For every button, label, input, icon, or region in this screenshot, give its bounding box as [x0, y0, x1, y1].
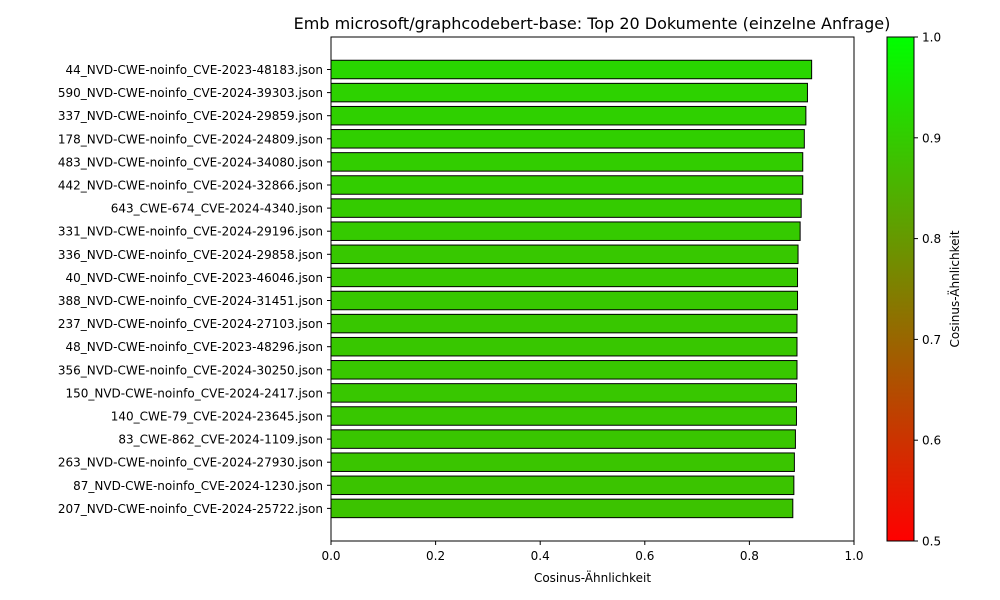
bar [330, 198, 802, 218]
colorbar-gradient [886, 36, 915, 542]
y-tick-label: 442_NVD-CWE-noinfo_CVE-2024-32866.json [58, 179, 323, 193]
x-axis: 0.0 0.2 0.4 0.6 0.8 1.0 [321, 541, 864, 563]
bar [330, 406, 797, 426]
colorbar-tick-label: 0.6 [922, 434, 941, 448]
bar [330, 152, 804, 172]
x-tick-label: 0.6 [635, 549, 654, 563]
colorbar-label: Cosinus-Ähnlichkeit [947, 230, 962, 347]
bar [330, 59, 813, 80]
bar [330, 336, 798, 357]
x-tick-label: 0.8 [740, 549, 759, 563]
y-tick-labels: 44_NVD-CWE-noinfo_CVE-2023-48183.json 590… [58, 63, 331, 516]
y-tick-label: 40_NVD-CWE-noinfo_CVE-2023-46046.json [65, 271, 323, 285]
y-tick-label: 388_NVD-CWE-noinfo_CVE-2024-31451.json [58, 294, 323, 308]
bar [330, 475, 795, 496]
y-tick-label: 44_NVD-CWE-noinfo_CVE-2023-48183.json [65, 63, 323, 77]
chart-title: Emb microsoft/graphcodebert-base: Top 20… [294, 14, 891, 33]
bar [330, 221, 801, 241]
y-tick-label: 590_NVD-CWE-noinfo_CVE-2024-39303.json [58, 86, 323, 100]
y-tick-label: 263_NVD-CWE-noinfo_CVE-2024-27930.json [58, 456, 323, 470]
bar [330, 175, 804, 195]
bar [330, 129, 805, 149]
y-tick-label: 483_NVD-CWE-noinfo_CVE-2024-34080.json [58, 155, 323, 169]
x-tick-label: 1.0 [844, 549, 863, 563]
y-tick-label: 207_NVD-CWE-noinfo_CVE-2024-25722.json [58, 502, 323, 516]
y-tick-label: 356_NVD-CWE-noinfo_CVE-2024-30250.json [58, 363, 323, 377]
y-tick-label: 48_NVD-CWE-noinfo_CVE-2023-48296.json [65, 340, 323, 354]
colorbar-tick-label: 0.8 [922, 232, 941, 246]
bar [330, 267, 799, 288]
x-axis-label: Cosinus-Ähnlichkeit [534, 570, 651, 585]
y-tick-label: 83_CWE-862_CVE-2024-1109.json [118, 433, 323, 447]
bar [330, 82, 808, 103]
y-tick-label: 643_CWE-674_CVE-2024-4340.json [111, 202, 323, 216]
x-tick-label: 0.0 [321, 549, 340, 563]
bar [330, 244, 799, 265]
colorbar-tick-label: 0.5 [922, 535, 941, 549]
y-tick-label: 336_NVD-CWE-noinfo_CVE-2024-29858.json [58, 248, 323, 262]
bar [330, 429, 796, 449]
y-tick-label: 150_NVD-CWE-noinfo_CVE-2024-2417.json [65, 386, 323, 400]
y-tick-label: 331_NVD-CWE-noinfo_CVE-2024-29196.json [58, 225, 323, 239]
y-tick-label: 237_NVD-CWE-noinfo_CVE-2024-27103.json [58, 317, 323, 331]
colorbar-ticks: 0.5 0.6 0.7 0.8 0.9 1.0 [914, 31, 941, 549]
plot-area-frame [330, 36, 855, 542]
colorbar: 0.5 0.6 0.7 0.8 0.9 1.0 Cosinus-Ähnlichkeit [886, 31, 962, 549]
colorbar-tick-label: 1.0 [922, 31, 941, 45]
bar [330, 290, 799, 311]
bar [330, 105, 807, 126]
y-tick-label: 337_NVD-CWE-noinfo_CVE-2024-29859.json [58, 109, 323, 123]
bar [330, 313, 798, 334]
y-tick-label: 140_CWE-79_CVE-2024-23645.json [111, 410, 323, 424]
colorbar-tick-label: 0.9 [922, 131, 941, 145]
bar [330, 498, 794, 519]
bar [330, 452, 795, 472]
y-tick-label: 178_NVD-CWE-noinfo_CVE-2024-24809.json [58, 132, 323, 146]
colorbar-tick-label: 0.7 [922, 333, 941, 347]
y-tick-label: 87_NVD-CWE-noinfo_CVE-2024-1230.json [73, 479, 323, 493]
x-tick-label: 0.2 [426, 549, 445, 563]
x-tick-label: 0.4 [531, 549, 550, 563]
bar [330, 360, 798, 380]
bar [330, 383, 797, 403]
bars-group [330, 59, 813, 519]
